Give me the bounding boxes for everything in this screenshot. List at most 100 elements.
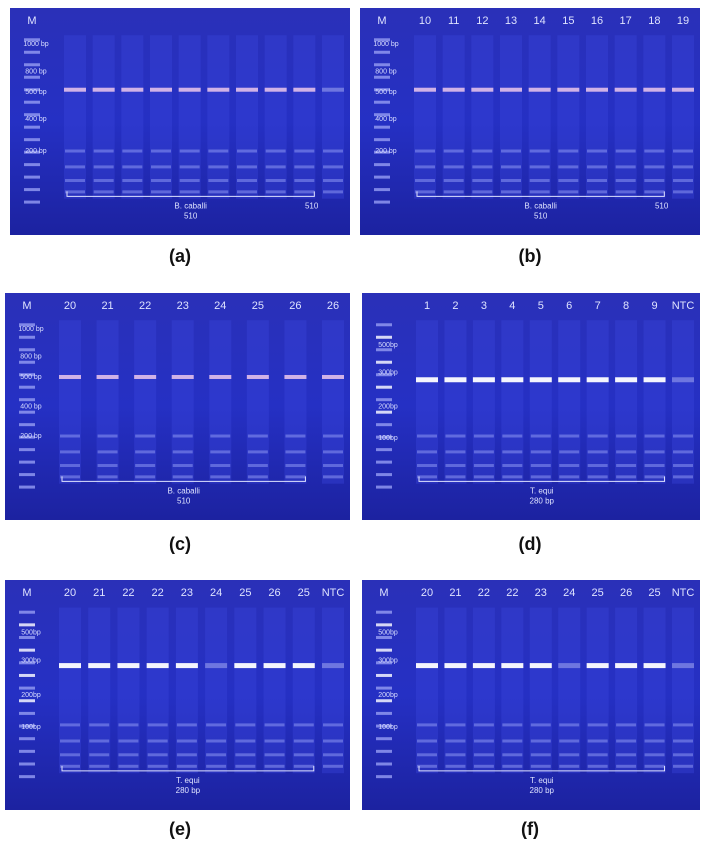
ladder-band bbox=[19, 775, 35, 779]
main-band bbox=[293, 87, 316, 92]
minor-band bbox=[673, 723, 693, 727]
ladder-band bbox=[19, 398, 35, 402]
minor-band bbox=[265, 190, 286, 194]
minor-band bbox=[208, 179, 229, 183]
lane-smear bbox=[146, 607, 169, 774]
minor-band bbox=[501, 179, 521, 183]
minor-band bbox=[673, 764, 693, 768]
minor-band bbox=[247, 434, 268, 438]
minor-band bbox=[247, 464, 268, 468]
minor-band bbox=[415, 149, 435, 153]
minor-band bbox=[473, 753, 494, 757]
minor-band bbox=[179, 190, 200, 194]
minor-band bbox=[502, 450, 523, 454]
minor-band bbox=[323, 464, 343, 468]
minor-band bbox=[417, 450, 437, 454]
minor-band bbox=[65, 165, 85, 169]
ladder-band bbox=[376, 435, 392, 439]
ladder-band bbox=[376, 485, 392, 489]
lane-label: M bbox=[379, 587, 388, 599]
lane-smear bbox=[207, 35, 230, 199]
minor-band bbox=[616, 753, 637, 757]
minor-band bbox=[529, 165, 550, 169]
minor-band bbox=[644, 450, 665, 454]
ladder-band bbox=[19, 323, 35, 327]
main-band bbox=[96, 374, 119, 379]
minor-band bbox=[293, 739, 314, 743]
minor-band bbox=[445, 464, 466, 468]
lane-label: 25 bbox=[298, 587, 310, 599]
minor-band bbox=[97, 450, 118, 454]
main-band bbox=[246, 374, 269, 379]
minor-band bbox=[97, 475, 118, 479]
minor-band bbox=[673, 165, 693, 169]
main-band bbox=[472, 663, 495, 669]
lane-label: 22 bbox=[152, 587, 164, 599]
minor-band bbox=[558, 190, 579, 194]
ladder-band bbox=[374, 150, 390, 154]
lane-smear bbox=[615, 607, 638, 774]
minor-band bbox=[673, 753, 693, 757]
minor-band bbox=[530, 450, 551, 454]
lane-label: 25 bbox=[239, 587, 251, 599]
minor-band bbox=[473, 475, 494, 479]
minor-band bbox=[530, 464, 551, 468]
minor-band bbox=[530, 475, 551, 479]
minor-band bbox=[559, 753, 580, 757]
minor-band bbox=[93, 179, 114, 183]
panel-caption: (b) bbox=[519, 246, 542, 266]
minor-band bbox=[151, 165, 171, 169]
minor-band bbox=[118, 739, 139, 743]
lane-smear bbox=[672, 607, 694, 774]
lane-label: 11 bbox=[448, 15, 459, 27]
ladder-band bbox=[376, 323, 392, 327]
bracket-label: 280 bp bbox=[530, 786, 555, 795]
ladder-band bbox=[376, 699, 392, 703]
marker-label: 400 bp bbox=[375, 116, 397, 123]
ladder-band bbox=[24, 163, 40, 167]
minor-band bbox=[502, 739, 523, 743]
lane-label: NTC bbox=[672, 587, 695, 599]
gel-image bbox=[5, 293, 350, 520]
minor-band bbox=[558, 165, 579, 169]
ladder-band bbox=[374, 138, 390, 142]
main-band bbox=[672, 663, 694, 669]
marker-label: 200bp bbox=[378, 692, 398, 699]
ladder-band bbox=[374, 50, 390, 54]
ladder-band bbox=[19, 648, 35, 652]
lane-smear bbox=[672, 320, 694, 484]
minor-band bbox=[415, 179, 435, 183]
main-band bbox=[472, 377, 495, 383]
minor-band bbox=[210, 450, 231, 454]
lane-smear bbox=[178, 35, 201, 199]
minor-band bbox=[285, 450, 306, 454]
ladder-band bbox=[24, 100, 40, 104]
main-band bbox=[501, 377, 524, 383]
minor-band bbox=[587, 165, 607, 169]
lane-smear bbox=[586, 35, 608, 199]
lane-label: 22 bbox=[139, 300, 151, 312]
gel-panel: M 20 21 22 22 23 24 25 26 25 NTC 500bp 300bp 200bp 100… bbox=[362, 580, 700, 839]
lane-label: NTC bbox=[672, 300, 695, 312]
lane-label: 16 bbox=[591, 15, 603, 27]
minor-band bbox=[417, 739, 437, 743]
minor-band bbox=[89, 764, 110, 768]
minor-band bbox=[644, 165, 665, 169]
main-band bbox=[234, 663, 257, 669]
minor-band bbox=[118, 723, 139, 727]
minor-band bbox=[323, 190, 343, 194]
lane-smear bbox=[59, 607, 81, 774]
minor-band bbox=[559, 464, 580, 468]
minor-band bbox=[558, 179, 579, 183]
bracket-label: 280 bp bbox=[530, 497, 555, 506]
lane-smear bbox=[236, 35, 258, 199]
lane-label: 7 bbox=[595, 300, 601, 312]
minor-band bbox=[235, 764, 256, 768]
minor-band bbox=[60, 723, 80, 727]
minor-band bbox=[135, 434, 156, 438]
bracket-label: 510 bbox=[184, 212, 198, 221]
minor-band bbox=[673, 179, 693, 183]
panel-caption: (f) bbox=[521, 819, 539, 839]
minor-band bbox=[644, 753, 665, 757]
main-band bbox=[416, 377, 438, 383]
